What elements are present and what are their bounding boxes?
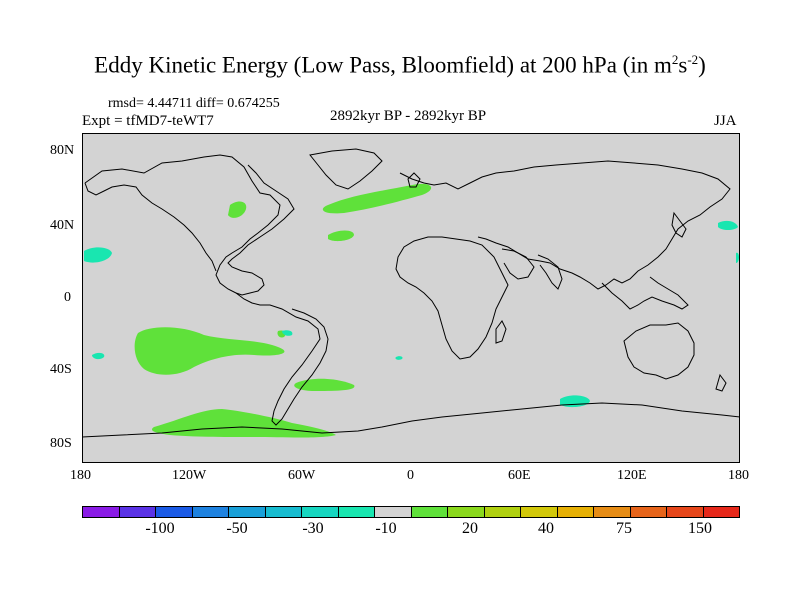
colorbar-segment-1 xyxy=(119,507,156,517)
colorbar-segment-6 xyxy=(302,507,339,517)
anomaly-north-america xyxy=(228,201,247,218)
colorbar-segment-15 xyxy=(630,507,667,517)
lon-label-120e: 120E xyxy=(617,468,647,483)
period-label: 2892kyr BP - 2892kyr BP xyxy=(330,108,487,124)
anomaly-pacific-tropics xyxy=(84,247,112,263)
map-plot xyxy=(82,133,740,463)
lon-label-60e: 60E xyxy=(508,468,531,483)
colorbar-segment-5 xyxy=(265,507,302,517)
coast-new-zealand xyxy=(715,373,727,392)
coast-alaska xyxy=(84,182,217,272)
colorbar-label: 150 xyxy=(688,520,712,537)
experiment-label: Expt = tfMD7-teWT7 xyxy=(82,113,214,129)
coast-japan xyxy=(671,211,687,238)
lon-label-60w: 60W xyxy=(288,468,316,483)
colorbar-label: -100 xyxy=(145,520,175,537)
lon-label-0: 0 xyxy=(407,468,414,483)
coast-australia xyxy=(623,322,695,380)
colorbar-segment-8 xyxy=(375,507,412,517)
anomaly-south-atlantic xyxy=(294,378,355,391)
ocean-background xyxy=(82,133,740,463)
lon-label-180w: 180 xyxy=(70,468,91,483)
colorbar xyxy=(82,506,740,518)
colorbar-label: 75 xyxy=(616,520,632,537)
coast-europe-asia xyxy=(399,160,731,290)
anomaly-east-pacific-south xyxy=(282,330,293,336)
coast-madagascar xyxy=(495,320,507,344)
anomaly-indian-small xyxy=(395,356,403,360)
lat-label-40n: 40N xyxy=(50,218,75,233)
lat-label-80s: 80S xyxy=(50,436,72,451)
colorbar-segment-12 xyxy=(521,507,558,517)
lat-label-80n: 80N xyxy=(50,143,75,158)
anomaly-west-pacific xyxy=(718,220,738,230)
colorbar-label: -10 xyxy=(375,520,397,537)
anomaly-south-pacific-small xyxy=(92,352,105,360)
season-label: JJA xyxy=(714,113,737,129)
colorbar-segment-4 xyxy=(229,507,266,517)
coastlines xyxy=(82,148,740,438)
coast-central-south-america xyxy=(235,292,329,426)
chart-title: Eddy Kinetic Energy (Low Pass, Bloomfiel… xyxy=(94,52,706,78)
lat-label-0: 0 xyxy=(64,290,71,305)
colorbar-segment-2 xyxy=(156,507,193,517)
colorbar-segment-9 xyxy=(411,507,448,517)
coast-southeast-asia xyxy=(601,276,689,310)
colorbar-segment-14 xyxy=(594,507,631,517)
colorbar-segment-16 xyxy=(667,507,704,517)
anomaly-mid-atlantic xyxy=(328,230,354,242)
coast-africa xyxy=(395,236,509,360)
colorbar-label: -50 xyxy=(226,520,248,537)
lat-label-40s: 40S xyxy=(50,362,72,377)
lon-label-120w: 120W xyxy=(172,468,207,483)
map-frame xyxy=(82,133,740,463)
anomaly-north-atlantic xyxy=(322,183,432,214)
colorbar-segment-11 xyxy=(484,507,521,517)
coast-greenland xyxy=(309,148,383,190)
coast-uk xyxy=(407,172,421,188)
colorbar-label: -30 xyxy=(302,520,324,537)
anomaly-east-edge xyxy=(736,252,739,263)
colorbar-label: 40 xyxy=(538,520,554,537)
colorbar-segment-10 xyxy=(448,507,485,517)
coast-arabia-india xyxy=(501,248,563,290)
colorbar-segment-7 xyxy=(338,507,375,517)
colorbar-segment-0 xyxy=(83,507,120,517)
anomaly-layer xyxy=(84,183,739,438)
colorbar-segment-3 xyxy=(192,507,229,517)
colorbar-segment-17 xyxy=(703,507,739,517)
coast-antarctica xyxy=(82,402,740,438)
stats-text: rmsd= 4.44711 diff= 0.674255 xyxy=(108,96,280,111)
colorbar-label: 20 xyxy=(462,520,478,537)
anomaly-southern-ocean-pacific xyxy=(151,409,336,438)
anomaly-south-pacific xyxy=(134,327,285,375)
colorbar-segment-13 xyxy=(557,507,594,517)
coast-north-america xyxy=(84,154,295,296)
lon-label-180e: 180 xyxy=(728,468,749,483)
